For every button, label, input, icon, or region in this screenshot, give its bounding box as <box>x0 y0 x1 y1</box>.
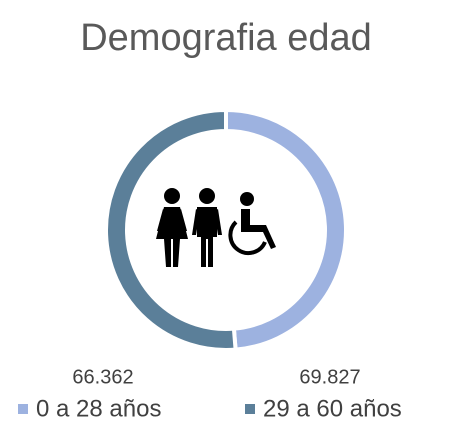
people-icons <box>156 188 276 267</box>
legend-marker <box>18 404 28 414</box>
donut-segment <box>104 107 238 352</box>
chart-title: Demografia edad <box>80 17 372 59</box>
value-label: 66.362 <box>72 366 133 388</box>
legend-label: 0 a 28 años <box>36 395 161 422</box>
legend-label: 29 a 60 años <box>263 395 402 422</box>
legend-marker <box>245 404 255 414</box>
value-label: 69.827 <box>299 366 360 388</box>
